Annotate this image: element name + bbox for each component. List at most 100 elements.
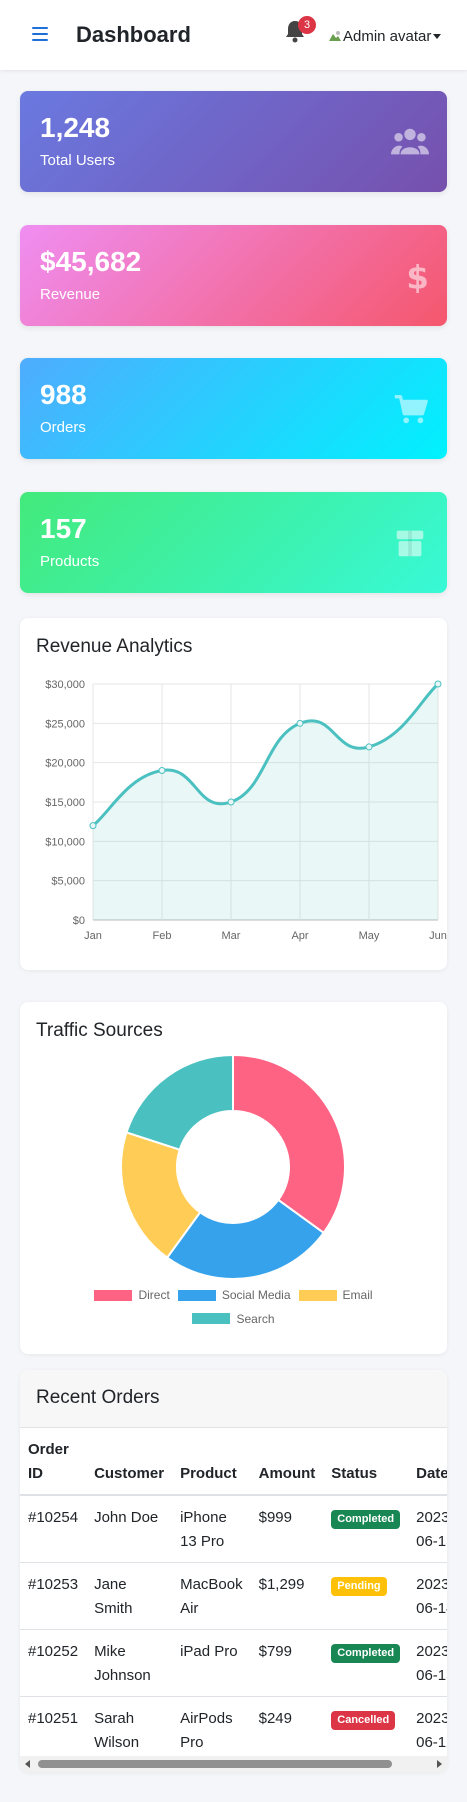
product-name: iPhone 13 Pro xyxy=(172,1495,251,1563)
order-date: 2023-06-15 xyxy=(408,1495,447,1563)
scroll-left-arrow-icon[interactable] xyxy=(25,1760,30,1768)
x-tick-label: May xyxy=(359,930,380,942)
column-header: Status xyxy=(323,1428,409,1496)
customer-name: John Doe xyxy=(86,1495,173,1563)
x-tick-label: Jun xyxy=(429,930,447,942)
column-header: Order ID xyxy=(20,1428,87,1496)
stat-value: 988 xyxy=(40,379,87,410)
customer-name: Mike Johnson xyxy=(86,1629,173,1697)
y-tick-label: $30,000 xyxy=(45,679,85,691)
order-amount: $999 xyxy=(250,1495,324,1563)
data-point xyxy=(296,719,304,727)
order-amount: $799 xyxy=(250,1629,324,1697)
dollar-icon: $ xyxy=(406,259,428,293)
status-badge: Completed xyxy=(331,1644,401,1663)
legend-label: Email xyxy=(342,1288,373,1302)
order-date: 2023-06-14 xyxy=(408,1562,447,1630)
order-amount: $1,299 xyxy=(250,1562,324,1630)
chevron-down-icon xyxy=(433,33,442,39)
panel-header: Recent Orders xyxy=(20,1370,447,1428)
y-tick-label: $20,000 xyxy=(45,758,85,770)
menu-toggle-icon[interactable] xyxy=(32,27,48,41)
product-name: MacBook Air xyxy=(172,1562,251,1630)
legend-item[interactable]: Direct xyxy=(94,1284,170,1306)
data-point xyxy=(89,822,97,830)
stat-card-revenue: $45,682 Revenue $ xyxy=(20,225,447,326)
legend-item[interactable]: Search xyxy=(192,1308,275,1330)
y-tick-label: $5,000 xyxy=(51,876,85,888)
legend-swatch xyxy=(298,1289,337,1301)
order-amount: $249 xyxy=(250,1696,324,1764)
data-point xyxy=(365,743,373,751)
legend-label: Direct xyxy=(138,1288,170,1302)
y-tick-label: $0 xyxy=(73,915,85,927)
stat-label: Orders xyxy=(40,419,86,436)
order-date: 2023-06-12 xyxy=(408,1696,447,1764)
y-tick-label: $25,000 xyxy=(45,718,85,730)
page-title: Dashboard xyxy=(76,22,191,47)
table-row: #10254 John Doe iPhone 13 Pro $999 Compl… xyxy=(20,1495,447,1563)
panel-title: Traffic Sources xyxy=(36,1020,163,1041)
stat-value: 1,248 xyxy=(40,112,111,143)
panel-title: Revenue Analytics xyxy=(36,636,193,657)
x-tick-label: Feb xyxy=(153,930,172,942)
box-icon xyxy=(396,530,424,557)
stat-card-products: 157 Products xyxy=(20,492,447,593)
status-badge: Cancelled xyxy=(331,1711,396,1730)
x-tick-label: Mar xyxy=(222,930,241,942)
legend-label: Social Media xyxy=(221,1288,291,1302)
column-header: Product xyxy=(172,1428,251,1496)
order-id: #10254 xyxy=(20,1495,87,1563)
order-date: 2023-06-13 xyxy=(408,1629,447,1697)
legend-swatch xyxy=(94,1289,133,1301)
chart-legend: Direct Social Media Email Search xyxy=(20,1284,447,1331)
recent-orders-panel: Recent Orders Order ID Customer Product … xyxy=(20,1370,447,1772)
stat-label: Products xyxy=(40,553,100,570)
stat-label: Revenue xyxy=(40,286,101,303)
order-id: #10253 xyxy=(20,1562,87,1630)
stat-value: $45,682 xyxy=(40,246,142,277)
notification-badge: 3 xyxy=(298,16,316,34)
table-row: #10252 Mike Johnson iPad Pro $799 Comple… xyxy=(20,1629,447,1697)
data-point xyxy=(434,680,442,688)
data-point xyxy=(158,767,166,775)
series-area xyxy=(93,684,438,920)
table-header-row: Order ID Customer Product Amount Status … xyxy=(20,1428,447,1496)
status-badge: Pending xyxy=(331,1577,387,1596)
legend-item[interactable]: Email xyxy=(298,1284,373,1306)
horizontal-scrollbar[interactable] xyxy=(20,1756,447,1772)
x-tick-label: Jan xyxy=(84,930,102,942)
scroll-right-arrow-icon[interactable] xyxy=(437,1760,442,1768)
column-header: Customer xyxy=(86,1428,173,1496)
doughnut-slice xyxy=(125,1054,234,1151)
y-tick-label: $15,000 xyxy=(45,797,85,809)
panel-title: Recent Orders xyxy=(36,1387,160,1408)
avatar-alt-text: Admin avatar xyxy=(343,27,432,45)
data-point xyxy=(227,798,235,806)
users-icon xyxy=(391,128,429,155)
table-row: #10251 Sarah Wilson AirPods Pro $249 Can… xyxy=(20,1696,447,1764)
customer-name: Jane Smith xyxy=(86,1562,173,1630)
legend-label: Search xyxy=(236,1311,275,1326)
user-menu[interactable]: Admin avatar xyxy=(328,26,442,46)
order-id: #10251 xyxy=(20,1696,87,1764)
stat-value: 157 xyxy=(40,513,87,544)
scrollbar-thumb[interactable] xyxy=(38,1760,392,1768)
orders-table: Order ID Customer Product Amount Status … xyxy=(20,1428,447,1764)
customer-name: Sarah Wilson xyxy=(86,1696,173,1764)
doughnut-slice xyxy=(165,1198,326,1280)
column-header: Date xyxy=(408,1428,447,1496)
stat-card-orders: 988 Orders xyxy=(20,358,447,459)
legend-swatch xyxy=(192,1313,231,1324)
order-id: #10252 xyxy=(20,1629,87,1697)
stat-card-users: 1,248 Total Users xyxy=(20,91,447,192)
product-name: AirPods Pro xyxy=(172,1696,251,1764)
y-tick-label: $10,000 xyxy=(45,836,85,848)
x-tick-label: Apr xyxy=(291,930,308,942)
stat-label: Total Users xyxy=(40,152,116,169)
table-row: #10253 Jane Smith MacBook Air $1,299 Pen… xyxy=(20,1562,447,1630)
legend-item[interactable]: Social Media xyxy=(177,1284,291,1306)
revenue-analytics-panel: Revenue Analytics $0 $5,000 $10,000 $15,000… xyxy=(20,618,447,970)
top-navbar: Dashboard 3 Admin avatar xyxy=(0,0,467,70)
traffic-doughnut-chart xyxy=(120,1054,346,1280)
